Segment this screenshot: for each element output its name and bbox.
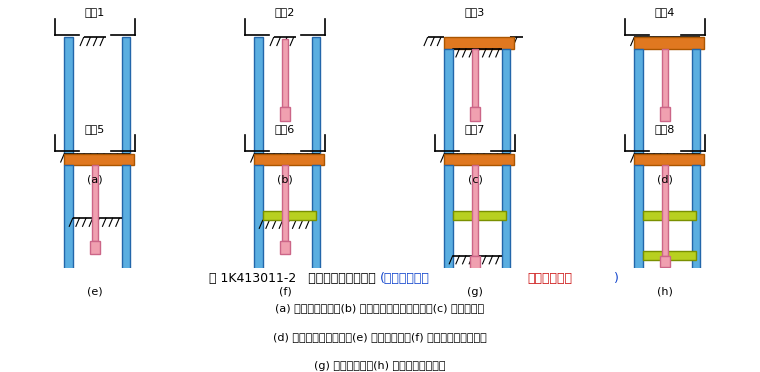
Bar (312, 38, 320, 158)
Bar (692, 166, 700, 275)
Bar (502, 166, 510, 275)
Text: 步骤4: 步骤4 (655, 7, 675, 17)
Text: (c): (c) (467, 174, 483, 184)
Bar (254, 154, 325, 166)
Text: (b): (b) (277, 174, 293, 184)
Text: 步骤7: 步骤7 (465, 124, 485, 134)
Text: 步骤8: 步骤8 (655, 124, 675, 134)
Text: (e): (e) (87, 286, 103, 296)
Text: 由上至下施工: 由上至下施工 (527, 272, 572, 285)
Bar (692, 49, 700, 158)
Bar (473, 49, 477, 107)
Bar (453, 211, 506, 220)
Bar (283, 39, 287, 107)
Bar (660, 107, 670, 121)
Bar (634, 154, 705, 166)
Bar (122, 38, 130, 158)
Text: (a) 构筑围护结构；(b) 构筑主体结构中间立柱；(c) 构筑顶板；: (a) 构筑围护结构；(b) 构筑主体结构中间立柱；(c) 构筑顶板； (275, 303, 485, 313)
Bar (643, 211, 696, 220)
Bar (470, 107, 480, 121)
Text: 步骤3: 步骤3 (465, 7, 485, 17)
Bar (660, 256, 670, 266)
Text: (h): (h) (657, 286, 673, 296)
Bar (64, 166, 73, 275)
Text: (土方、结构均: (土方、结构均 (380, 272, 430, 285)
Bar (643, 251, 696, 260)
Text: (f): (f) (279, 286, 291, 296)
Bar (444, 49, 453, 158)
Text: (d): (d) (657, 174, 673, 184)
Text: (a): (a) (87, 174, 103, 184)
Bar (93, 166, 97, 241)
Bar (64, 38, 73, 158)
Bar (90, 241, 100, 254)
Text: (g): (g) (467, 286, 483, 296)
Bar (64, 154, 135, 166)
Bar (254, 166, 263, 275)
Bar (312, 166, 320, 275)
Bar (444, 154, 515, 166)
Bar (663, 166, 667, 256)
Text: 步骤1: 步骤1 (85, 7, 105, 17)
Bar (663, 49, 667, 107)
Bar (122, 166, 130, 275)
Text: ): ) (614, 272, 619, 285)
Bar (634, 166, 643, 275)
Bar (502, 49, 510, 158)
Text: (g) 开挖下层土；(h) 构筑下层主体结构: (g) 开挖下层土；(h) 构筑下层主体结构 (314, 361, 446, 371)
Bar (263, 211, 316, 220)
Bar (444, 166, 453, 275)
Bar (634, 49, 643, 158)
Bar (634, 38, 705, 49)
Bar (283, 166, 287, 241)
Bar (470, 256, 480, 269)
Bar (254, 38, 263, 158)
Bar (473, 166, 477, 256)
Text: 步骤5: 步骤5 (85, 124, 105, 134)
Bar (280, 241, 290, 254)
Bar (444, 38, 515, 49)
Bar (280, 107, 290, 121)
Text: 步骤2: 步骤2 (275, 7, 295, 17)
Text: 步骤6: 步骤6 (275, 124, 295, 134)
Text: (d) 回填土、恢复路面；(e) 开挖中层土；(f) 构筑上层主体结构；: (d) 回填土、恢复路面；(e) 开挖中层土；(f) 构筑上层主体结构； (273, 332, 487, 342)
Text: 图 1K413011-2   盖挖逆作法施工流程: 图 1K413011-2 盖挖逆作法施工流程 (209, 272, 380, 285)
